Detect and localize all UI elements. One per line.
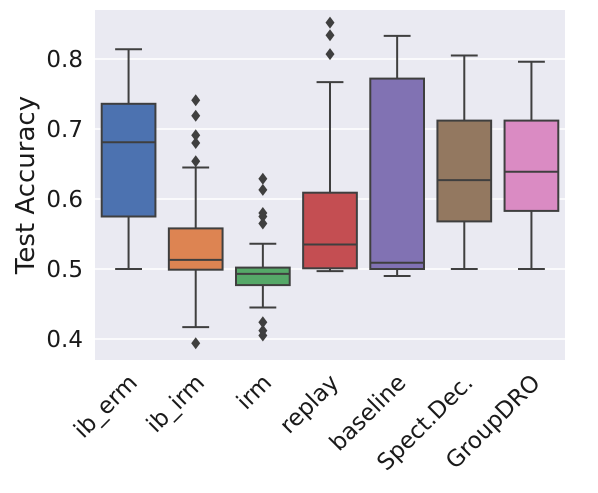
boxes — [100, 16, 560, 350]
iqr-box — [235, 266, 291, 287]
x-tick-label: ib_erm — [69, 370, 143, 444]
outlier-point — [325, 16, 335, 29]
iqr-box — [369, 77, 425, 270]
y-tick-label: 0.5 — [46, 257, 83, 283]
outlier-point — [258, 324, 268, 337]
outlier-point — [191, 337, 201, 350]
iqr-box — [503, 119, 560, 212]
box-groupdro — [503, 60, 560, 270]
outlier-point — [191, 137, 201, 149]
iqr-box — [100, 102, 157, 218]
box-replay — [302, 16, 358, 273]
outlier-point — [258, 217, 268, 230]
outlier-point — [258, 207, 268, 219]
y-tick-label: 0.8 — [46, 47, 83, 73]
y-tick-labels: 0.4 0.5 0.6 0.7 0.8 — [46, 47, 83, 353]
outlier-point — [191, 129, 201, 142]
y-axis-label: Test Accuracy — [11, 96, 41, 275]
x-tick-label: ib_irm — [142, 370, 210, 438]
box-spect-dec- — [436, 54, 493, 270]
iqr-box — [302, 191, 358, 270]
box-ib-erm — [100, 48, 157, 270]
y-tick-label: 0.6 — [46, 187, 83, 213]
y-tick-label: 0.7 — [46, 117, 83, 143]
outlier-point — [325, 29, 335, 42]
outlier-point — [191, 155, 201, 168]
iqr-box — [167, 227, 224, 271]
iqr-box — [436, 119, 493, 223]
box-ib-irm — [167, 94, 224, 350]
outlier-point — [258, 172, 268, 185]
x-tick-labels: ib_erm ib_irm irmreplaybaselineSpect.Dec.G… — [69, 370, 545, 476]
x-tick-label: irm — [232, 370, 277, 415]
outlier-point — [325, 48, 335, 61]
outlier-point — [258, 316, 268, 329]
outlier-point — [191, 94, 201, 107]
box-irm — [235, 172, 291, 342]
outlier-point — [191, 109, 201, 122]
y-tick-label: 0.4 — [46, 327, 83, 353]
box-baseline — [369, 34, 425, 277]
outlier-point — [258, 183, 268, 196]
